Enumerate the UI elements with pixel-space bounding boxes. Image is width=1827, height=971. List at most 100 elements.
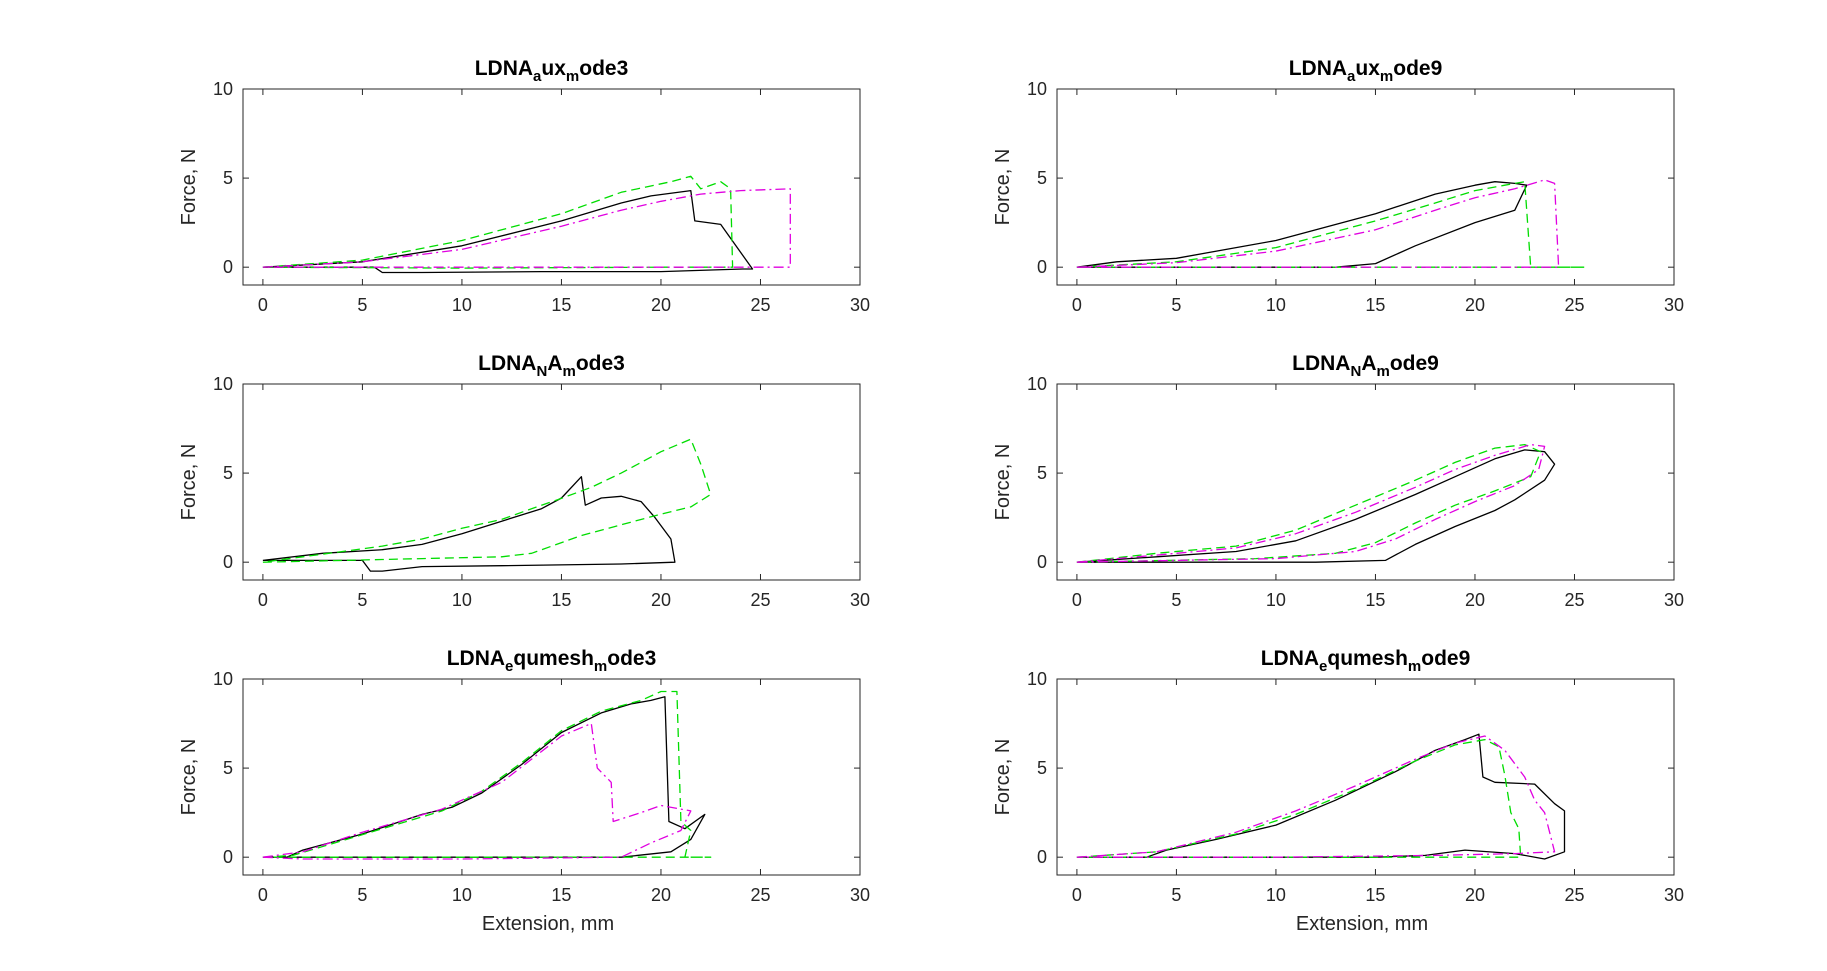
subplot-title: LDNANAmode9: [1292, 352, 1439, 380]
x-tick-label: 15: [551, 295, 571, 315]
x-tick-label: 0: [258, 885, 268, 905]
x-tick-label: 30: [1664, 590, 1684, 610]
y-tick-label: 0: [1037, 552, 1047, 572]
x-tick-label: 15: [551, 590, 571, 610]
y-axis-label: Force, N: [178, 149, 200, 226]
subplot-3: 0 5 10 15 20 25 30 0 5 10 Force, N LDNANAmode3: [178, 352, 870, 610]
x-tick-label: 25: [1564, 295, 1584, 315]
series-line-solid: [262, 696, 706, 858]
series-line-solid: [1076, 181, 1528, 268]
axes-box: [1056, 383, 1675, 581]
x-tick-label: 25: [750, 295, 770, 315]
series-line-dashdot: [1076, 179, 1560, 268]
x-tick-label: 15: [551, 885, 571, 905]
x-tick-label: 20: [651, 885, 671, 905]
x-tick-label: 10: [452, 885, 472, 905]
y-tick-label: 0: [1037, 847, 1047, 867]
subplot-4: 0 5 10 15 20 25 30 0 5 10 Force, N LDNANAmode9: [992, 352, 1684, 610]
x-tick-label: 5: [1171, 885, 1181, 905]
y-tick-label: 0: [223, 847, 233, 867]
y-tick-label: 10: [1027, 669, 1047, 689]
x-tick-label: 0: [258, 590, 268, 610]
y-tick-label: 10: [1027, 374, 1047, 394]
series-line-dashed: [1076, 181, 1586, 268]
x-tick-label: 0: [1072, 885, 1082, 905]
subplot-2: 0 5 10 15 20 25 30 0 5 10 Force, N LDNAauxmode9: [992, 57, 1684, 315]
subplot-5: 0 5 10 15 20 25 30 0 5 10 Force, N LDNAequmeshmode3: [178, 647, 870, 905]
series-line-dashdot: [1076, 443, 1546, 563]
x-tick-label: 5: [357, 295, 367, 315]
y-tick-label: 5: [223, 758, 233, 778]
series-line-dashdot: [262, 188, 791, 268]
x-tick-label: 5: [1171, 295, 1181, 315]
x-tick-label: 20: [1465, 590, 1485, 610]
subplot-title: LDNAauxmode9: [1289, 57, 1443, 85]
y-tick-label: 0: [223, 257, 233, 277]
series-line-dashdot: [262, 722, 692, 860]
y-tick-label: 5: [1037, 168, 1047, 188]
axes-box: [242, 678, 861, 876]
subplot-title: LDNAauxmode3: [475, 57, 629, 85]
x-tick-label: 30: [1664, 885, 1684, 905]
x-tick-label: 30: [850, 590, 870, 610]
y-axis-label: Force, N: [992, 739, 1014, 816]
y-tick-label: 5: [223, 463, 233, 483]
x-tick-label: 30: [850, 885, 870, 905]
subplot-title: LDNAequmeshmode3: [447, 647, 657, 675]
x-tick-label: 30: [850, 295, 870, 315]
xlabel-left: Extension, mm: [482, 913, 614, 935]
series-line-solid: [262, 476, 676, 572]
series-line-solid: [1076, 733, 1566, 860]
series-line-dashed: [1076, 443, 1542, 563]
y-tick-label: 0: [223, 552, 233, 572]
x-tick-label: 0: [1072, 590, 1082, 610]
series-line-dashdot: [1076, 735, 1556, 858]
series-line-dashed: [262, 438, 712, 563]
x-tick-label: 10: [1266, 590, 1286, 610]
series-line-dashed: [262, 690, 712, 858]
subplot-title: LDNAequmeshmode9: [1261, 647, 1471, 675]
axes-box: [1056, 88, 1675, 286]
y-tick-label: 0: [1037, 257, 1047, 277]
subplot-1: 0 5 10 15 20 25 30 0 5 10 Force, N LDNAauxmode3: [178, 57, 870, 315]
subplot-6: 0 5 10 15 20 25 30 0 5 10 Force, N LDNAequmeshmode9: [992, 647, 1684, 905]
x-tick-label: 25: [750, 885, 770, 905]
series-line-dashed: [262, 175, 734, 269]
y-tick-label: 5: [223, 168, 233, 188]
y-axis-label: Force, N: [992, 444, 1014, 521]
xlabel-right: Extension, mm: [1296, 913, 1428, 935]
axes-box: [242, 383, 861, 581]
y-tick-label: 5: [1037, 463, 1047, 483]
x-tick-label: 5: [357, 590, 367, 610]
x-tick-label: 20: [1465, 885, 1485, 905]
subplot-title: LDNANAmode3: [478, 352, 625, 380]
y-tick-label: 5: [1037, 758, 1047, 778]
x-tick-label: 15: [1365, 590, 1385, 610]
x-tick-label: 20: [651, 295, 671, 315]
y-axis-label: Force, N: [178, 444, 200, 521]
x-tick-label: 15: [1365, 885, 1385, 905]
x-tick-label: 0: [1072, 295, 1082, 315]
y-tick-label: 10: [213, 374, 233, 394]
x-tick-label: 10: [452, 590, 472, 610]
y-axis-label: Force, N: [992, 149, 1014, 226]
x-tick-label: 30: [1664, 295, 1684, 315]
x-tick-label: 5: [357, 885, 367, 905]
series-line-solid: [262, 189, 754, 274]
x-tick-label: 20: [1465, 295, 1485, 315]
axes-box: [1056, 678, 1675, 876]
y-axis-label: Force, N: [178, 739, 200, 816]
x-tick-label: 15: [1365, 295, 1385, 315]
x-tick-label: 5: [1171, 590, 1181, 610]
x-tick-label: 10: [1266, 295, 1286, 315]
x-tick-label: 0: [258, 295, 268, 315]
x-tick-label: 25: [750, 590, 770, 610]
y-tick-label: 10: [213, 79, 233, 99]
x-tick-label: 10: [452, 295, 472, 315]
axes-box: [242, 88, 861, 286]
x-tick-label: 25: [1564, 590, 1584, 610]
x-tick-label: 25: [1564, 885, 1584, 905]
y-tick-label: 10: [1027, 79, 1047, 99]
series-line-dashed: [1076, 738, 1522, 858]
